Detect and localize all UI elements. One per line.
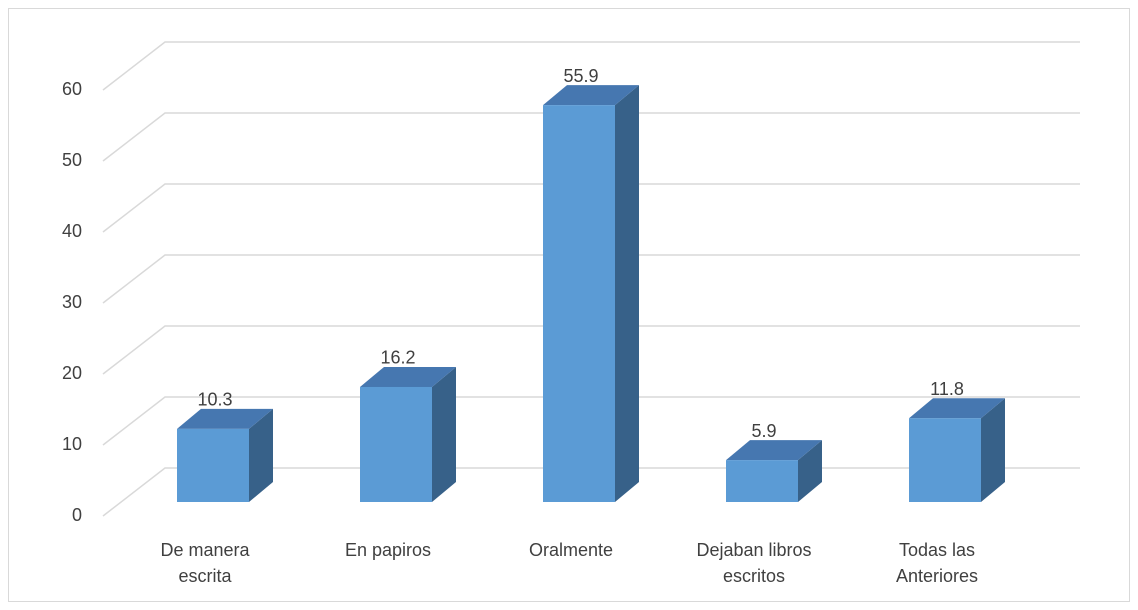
bar-side: [798, 440, 822, 502]
x-tick-label: Todas las Anteriores: [895, 540, 979, 586]
x-tick-label: En papiros: [344, 540, 432, 560]
y-tick-label: 50: [62, 150, 82, 170]
bar-side: [432, 366, 456, 502]
grid-line: [102, 183, 1080, 233]
bar-side: [615, 85, 639, 503]
grid-line: [102, 325, 1080, 375]
data-label: 16.2: [380, 348, 415, 368]
bar-top: [726, 440, 822, 461]
bar: [909, 418, 981, 502]
y-tick-label: 20: [62, 363, 82, 383]
bar: [177, 428, 249, 502]
bar-top: [360, 366, 456, 387]
x-tick-label: Oralmente: [528, 540, 614, 560]
bar-side: [249, 408, 273, 502]
bar-top: [177, 408, 273, 429]
bar: [360, 386, 432, 502]
chart-border: [8, 8, 1130, 602]
y-tick-label: 0: [72, 505, 82, 525]
data-label: 10.3: [197, 390, 232, 410]
bar-top: [543, 85, 639, 106]
grid-line: [102, 41, 1080, 91]
y-tick-label: 30: [62, 292, 82, 312]
bar: [543, 105, 615, 503]
y-tick-label: 60: [62, 79, 82, 99]
grid-line: [102, 112, 1080, 162]
bar-top: [909, 398, 1005, 419]
grid-line: [102, 396, 1080, 446]
grid-line: [102, 254, 1080, 304]
y-tick-label: 10: [62, 434, 82, 454]
x-tick-label: De manera escrita: [160, 540, 250, 586]
bar-side: [981, 398, 1005, 502]
y-tick-label: 40: [62, 221, 82, 241]
data-label: 11.8: [930, 379, 964, 399]
data-label: 55.9: [563, 66, 598, 86]
data-label: 5.9: [751, 421, 776, 441]
x-tick-label: Dejaban libros escritos: [696, 540, 812, 586]
bar: [726, 460, 798, 502]
